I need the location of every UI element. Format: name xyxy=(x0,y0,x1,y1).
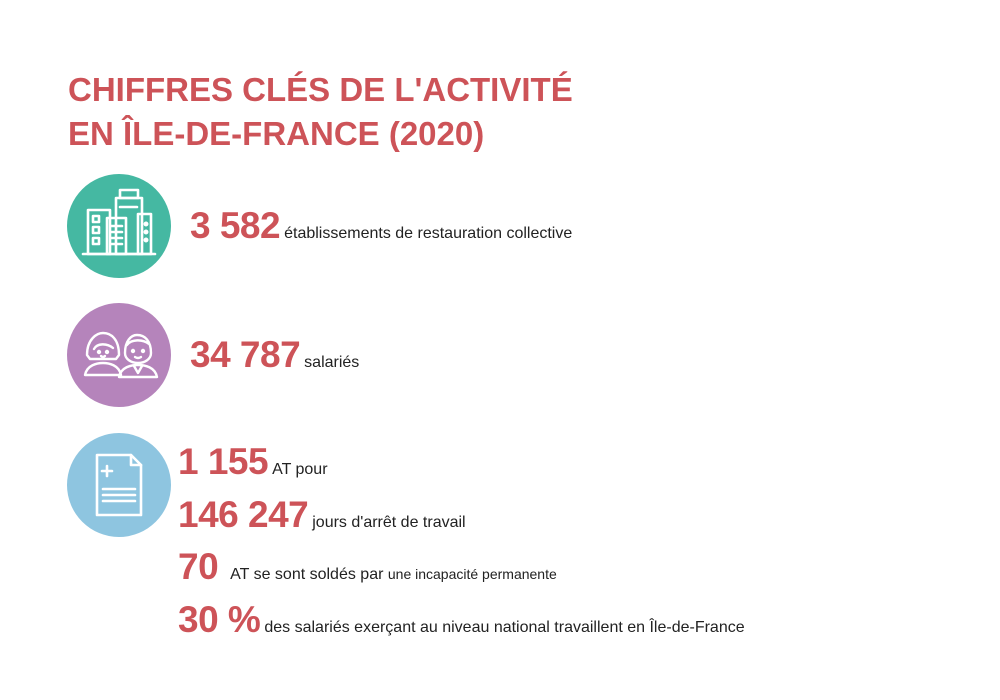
stat-accidents-label: AT pour xyxy=(272,461,328,478)
stat-share-number: 30 % xyxy=(178,599,261,640)
stat-accidents-number: 1 155 xyxy=(178,441,269,482)
stat-establishments: 3 582 établissements de restauration coll… xyxy=(190,205,572,247)
stat-days: 146 247 jours d'arrêt de travail xyxy=(178,494,466,536)
stat-establishments-label: établissements de restauration collectiv… xyxy=(284,225,573,242)
page-title-line-2: EN ÎLE-DE-FRANCE (2020) xyxy=(68,115,485,152)
stat-establishments-number: 3 582 xyxy=(190,205,281,246)
document-icon xyxy=(95,453,143,517)
stat-employees-label: salariés xyxy=(304,354,360,371)
buildings-circle xyxy=(67,174,171,278)
stat-employees: 34 787 salariés xyxy=(190,334,359,376)
page-title: CHIFFRES CLÉS DE L'ACTIVITÉ EN ÎLE-DE-FR… xyxy=(68,68,573,156)
stat-days-label: jours d'arrêt de travail xyxy=(312,514,466,531)
stat-permanent: 70 AT se sont soldés par une incapacité p… xyxy=(178,546,557,588)
document-circle xyxy=(67,433,171,537)
stat-permanent-number: 70 xyxy=(178,546,219,587)
stat-share-label: des salariés exerçant au niveau national… xyxy=(264,619,745,636)
stat-accidents: 1 155 AT pour xyxy=(178,441,328,483)
stat-permanent-label-b: une incapacité permanente xyxy=(387,566,557,582)
stat-employees-number: 34 787 xyxy=(190,334,301,375)
stat-share: 30 % des salariés exerçant au niveau nati… xyxy=(178,599,745,641)
stat-days-number: 146 247 xyxy=(178,494,309,535)
stat-permanent-label-a: AT se sont soldés par xyxy=(230,566,384,583)
buildings-icon xyxy=(81,188,157,256)
people-icon xyxy=(83,331,159,379)
page-title-line-1: CHIFFRES CLÉS DE L'ACTIVITÉ xyxy=(68,71,573,108)
people-circle xyxy=(67,303,171,407)
